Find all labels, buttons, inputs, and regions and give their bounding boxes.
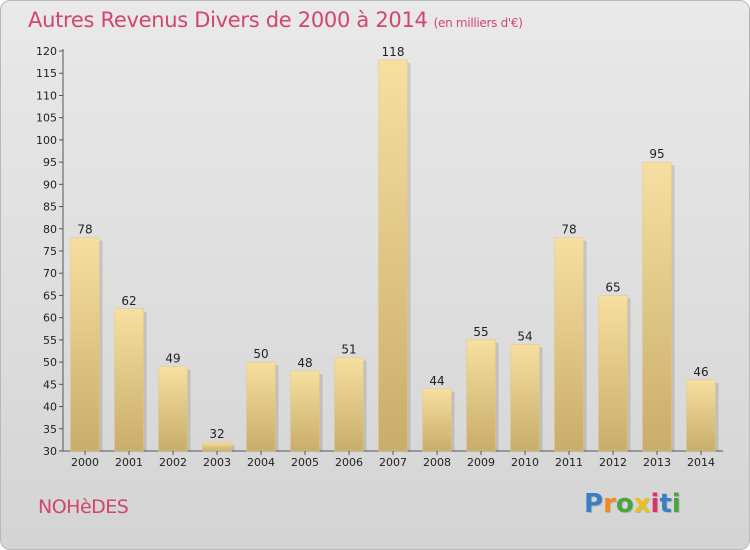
bar <box>114 308 144 452</box>
bar-value-label: 78 <box>77 223 92 237</box>
y-tick-label: 35 <box>43 423 57 436</box>
x-tick-label: 2007 <box>379 456 407 469</box>
bar <box>70 237 100 452</box>
bar-value-label: 32 <box>209 427 224 441</box>
bar <box>642 161 672 452</box>
bar-value-label: 50 <box>253 347 268 361</box>
y-tick-label: 55 <box>43 334 57 347</box>
y-tick-label: 30 <box>43 445 57 458</box>
bar <box>466 339 496 452</box>
bar-value-label: 51 <box>341 343 356 357</box>
bar-value-label: 62 <box>121 294 136 308</box>
x-tick-label: 2002 <box>159 456 187 469</box>
x-tick-label: 2011 <box>555 456 583 469</box>
chart-title-text: Autres Revenus Divers de 2000 à 2014 <box>28 8 428 32</box>
chart-title-unit: (en milliers d'€) <box>433 16 523 30</box>
x-tick-label: 2009 <box>467 456 495 469</box>
y-tick-label: 50 <box>43 356 57 369</box>
bar-value-label: 78 <box>561 223 576 237</box>
bar-value-label: 46 <box>693 365 708 379</box>
y-tick-label: 110 <box>36 89 57 102</box>
bar-value-label: 54 <box>517 329 532 343</box>
bar <box>202 441 232 452</box>
y-tick-label: 100 <box>36 134 57 147</box>
bar <box>554 237 584 452</box>
x-tick-label: 2008 <box>423 456 451 469</box>
bar-value-label: 118 <box>382 45 405 59</box>
y-tick-label: 80 <box>43 223 57 236</box>
bar-value-label: 44 <box>429 374 444 388</box>
commune-name: NOHèDES <box>38 496 129 518</box>
y-tick-label: 70 <box>43 267 57 280</box>
x-tick-label: 2001 <box>115 456 143 469</box>
x-tick-label: 2005 <box>291 456 319 469</box>
bar-value-label: 49 <box>165 352 180 366</box>
y-tick-label: 90 <box>43 178 57 191</box>
x-tick-label: 2004 <box>247 456 275 469</box>
x-tick-label: 2013 <box>643 456 671 469</box>
bar-value-label: 65 <box>605 280 620 294</box>
bar <box>422 388 452 452</box>
y-tick-label: 120 <box>36 45 57 58</box>
x-tick-label: 2014 <box>687 456 715 469</box>
bar <box>158 366 188 452</box>
y-tick-label: 45 <box>43 378 57 391</box>
y-tick-label: 95 <box>43 156 57 169</box>
y-tick-label: 105 <box>36 112 57 125</box>
x-tick-label: 2012 <box>599 456 627 469</box>
logo-letter: P <box>584 489 604 519</box>
y-tick-label: 60 <box>43 312 57 325</box>
x-tick-label: 2010 <box>511 456 539 469</box>
bar <box>246 361 276 452</box>
y-tick-label: 75 <box>43 245 57 258</box>
bar <box>334 357 364 452</box>
logo-letter: i <box>671 489 681 519</box>
proxiti-logo[interactable]: Proxiti <box>584 489 681 519</box>
bar <box>378 59 408 452</box>
logo-letter: t <box>659 489 672 519</box>
x-tick-label: 2003 <box>203 456 231 469</box>
bar-value-label: 95 <box>649 147 664 161</box>
bar <box>686 379 716 452</box>
x-tick-label: 2006 <box>335 456 363 469</box>
chart-title: Autres Revenus Divers de 2000 à 2014 (en … <box>28 8 523 32</box>
logo-letter: x <box>633 489 651 519</box>
bar <box>510 344 540 452</box>
logo-letter: i <box>650 489 660 519</box>
y-tick-label: 40 <box>43 401 57 414</box>
bar <box>290 370 320 452</box>
bar-value-label: 55 <box>473 325 488 339</box>
x-tick-label: 2000 <box>71 456 99 469</box>
bar-value-label: 48 <box>297 356 312 370</box>
y-tick-label: 115 <box>36 67 57 80</box>
logo-letter: o <box>615 489 634 519</box>
y-tick-label: 85 <box>43 201 57 214</box>
logo-letter: r <box>603 489 616 519</box>
bar <box>598 295 628 452</box>
y-tick-label: 65 <box>43 289 57 302</box>
